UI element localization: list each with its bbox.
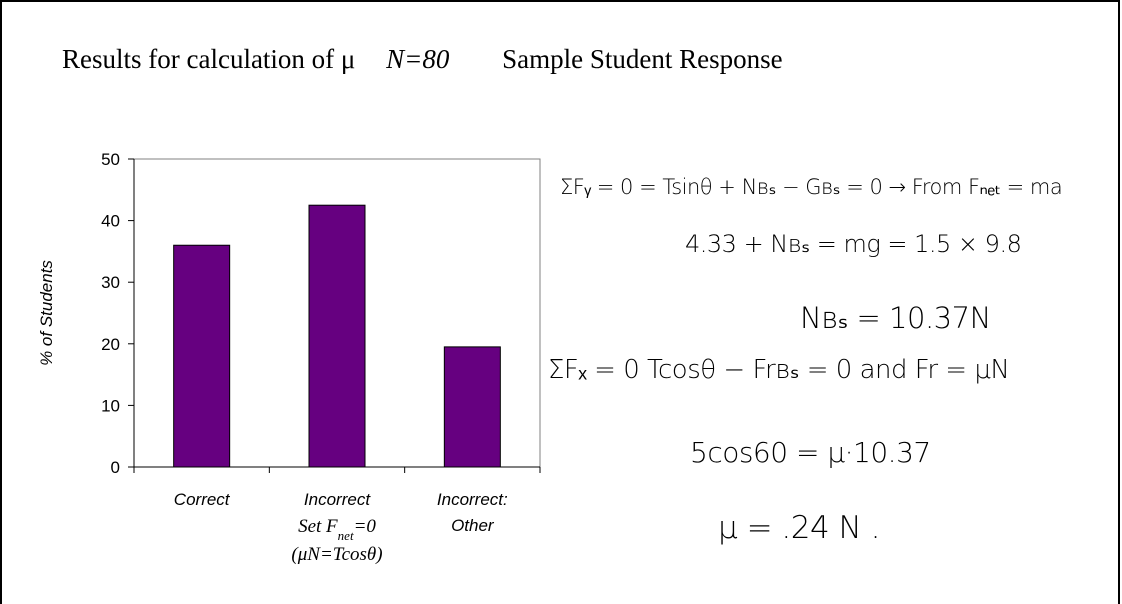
x-tick-label-set-fnet: Set Fnet=0 [298, 516, 376, 543]
sample-size: N=80 [386, 44, 450, 74]
hw-line-6: μ = .24 N . [718, 510, 880, 546]
x-tick-label-mun-tcos: (μN=Tcosθ) [291, 544, 382, 565]
hw-line-3: Nʙₛ = 10.37N [800, 301, 991, 335]
y-tick-label: 30 [101, 273, 120, 292]
sample-response-title: Sample Student Response [502, 44, 783, 74]
y-axis-label: % of Students [37, 260, 56, 366]
y-tick-label: 50 [101, 150, 120, 169]
y-tick-label: 10 [101, 396, 120, 415]
y-tick-label: 20 [101, 335, 120, 354]
y-tick-label: 0 [111, 458, 120, 477]
hw-line-5: 5cos60 = μ·10.37 [690, 436, 931, 469]
heading-title: Results for calculation of μ [62, 44, 356, 74]
bar [173, 244, 231, 468]
x-tick-label-incorrect-other: Incorrect: [437, 490, 508, 509]
bar-chart: 0 10 20 30 40 50 % of Students Correct Incorrect… [37, 150, 541, 565]
hw-line-4: ΣFₓ = 0 Tcosθ − Frʙₛ = 0 and Fr = μN [548, 355, 1009, 385]
hw-line-1: ΣFᵧ = 0 = Tsinθ + Nʙₛ − Gʙₛ = 0 → From F… [560, 175, 1062, 199]
x-tick-label-other: Other [451, 516, 495, 535]
hw-line-2: 4.33 + Nʙₛ = mg = 1.5 × 9.8 [685, 230, 1021, 258]
bar [308, 204, 366, 468]
x-tick-label-incorrect-set-fnet: Incorrect [304, 490, 371, 509]
x-tick-label-correct: Correct [174, 490, 231, 509]
bar [443, 346, 501, 468]
handwritten-solution: ΣFᵧ = 0 = Tsinθ + Nʙₛ − Gʙₛ = 0 → From F… [548, 175, 1063, 546]
y-tick-label: 40 [101, 212, 120, 231]
slide-heading: Results for calculation of μ N=80 Sample… [62, 44, 783, 75]
